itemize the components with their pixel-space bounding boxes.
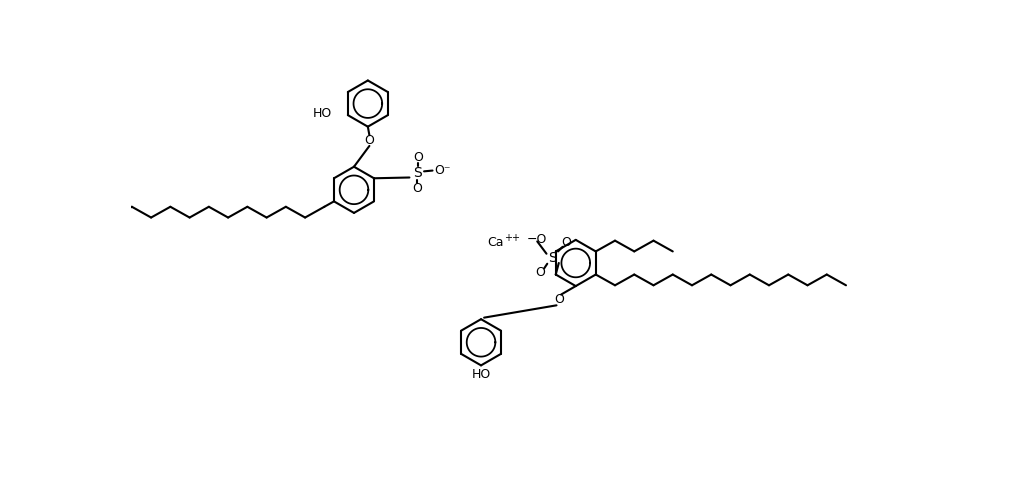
Text: O: O (412, 182, 422, 195)
Text: ++: ++ (504, 233, 520, 244)
Text: S: S (413, 166, 421, 180)
Text: Ca: Ca (487, 236, 503, 248)
Text: O: O (535, 266, 545, 279)
Text: S: S (548, 250, 557, 265)
Text: O: O (414, 151, 423, 164)
Text: HO: HO (314, 107, 332, 120)
Text: O: O (365, 134, 374, 147)
Text: O: O (554, 294, 564, 306)
Text: O⁻: O⁻ (434, 164, 451, 177)
Text: HO: HO (472, 368, 491, 381)
Text: −O: −O (527, 233, 547, 246)
Text: O: O (562, 237, 572, 249)
